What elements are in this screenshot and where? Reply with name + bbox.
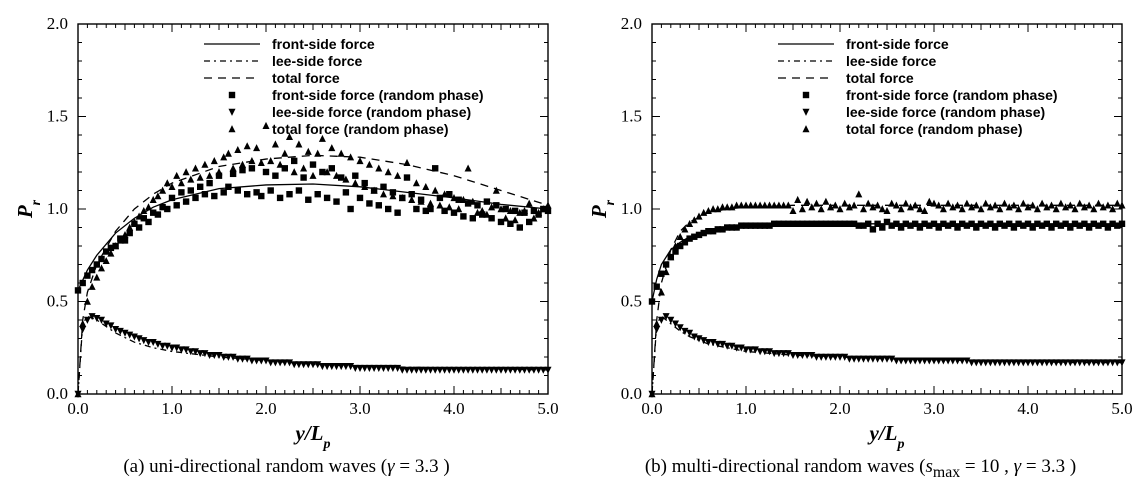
svg-text:5.0: 5.0 [1111, 399, 1132, 418]
svg-text:total force: total force [846, 70, 914, 86]
svg-text:4.0: 4.0 [443, 399, 464, 418]
svg-text:4.0: 4.0 [1017, 399, 1038, 418]
svg-text:1.0: 1.0 [735, 399, 756, 418]
caption-b-prefix: (b) multi-directional random waves ( [645, 456, 926, 477]
svg-text:0.0: 0.0 [67, 399, 88, 418]
svg-text:1.5: 1.5 [620, 107, 641, 126]
svg-text:0.0: 0.0 [46, 384, 67, 403]
svg-text:front-side force (random phase: front-side force (random phase) [846, 87, 1058, 103]
svg-text:lee-side force (random phase): lee-side force (random phase) [272, 104, 471, 120]
svg-text:Pr: Pr [13, 199, 44, 219]
svg-text:2.0: 2.0 [829, 399, 850, 418]
panel-b: 0.0 1.0 2.0 3.0 4.0 5.0 0.0 0.5 1.0 1.5 2.0 y/Lp Pr f… [586, 12, 1136, 482]
svg-text:lee-side force: lee-side force [272, 53, 362, 69]
svg-text:1.0: 1.0 [161, 399, 182, 418]
svg-text:2.0: 2.0 [46, 14, 67, 33]
caption-a-gamma: γ [387, 456, 395, 477]
caption-b-mid: = 10 , [960, 456, 1013, 477]
svg-text:Pr: Pr [587, 199, 618, 219]
svg-text:front-side force: front-side force [272, 36, 375, 52]
caption-b: (b) multi-directional random waves (smax… [645, 456, 1076, 482]
svg-text:1.0: 1.0 [46, 199, 67, 218]
svg-text:total force (random phase): total force (random phase) [272, 121, 449, 137]
svg-text:2.0: 2.0 [255, 399, 276, 418]
figure-row: 0.0 1.0 2.0 3.0 4.0 5.0 0.0 0.5 1.0 1.5 2.0 y/Lp Pr f… [0, 0, 1147, 494]
svg-text:front-side force (random phase: front-side force (random phase) [272, 87, 484, 103]
svg-text:1.5: 1.5 [46, 107, 67, 126]
svg-text:2.0: 2.0 [620, 14, 641, 33]
svg-text:0.5: 0.5 [46, 292, 67, 311]
chart-a: 0.0 1.0 2.0 3.0 4.0 5.0 0.0 0.5 1.0 1.5 2.0 y/Lp Pr f… [12, 12, 562, 452]
chart-b: 0.0 1.0 2.0 3.0 4.0 5.0 0.0 0.5 1.0 1.5 2.0 y/Lp Pr f… [586, 12, 1136, 452]
svg-text:0.0: 0.0 [641, 399, 662, 418]
caption-b-smax-sub: max [933, 464, 960, 481]
svg-text:total force (random phase): total force (random phase) [846, 121, 1023, 137]
svg-text:lee-side force (random phase): lee-side force (random phase) [846, 104, 1045, 120]
svg-text:3.0: 3.0 [349, 399, 370, 418]
caption-a-prefix: (a) uni-directional random waves ( [123, 456, 387, 477]
svg-text:1.0: 1.0 [620, 199, 641, 218]
svg-text:3.0: 3.0 [923, 399, 944, 418]
caption-a: (a) uni-directional random waves (γ = 3.… [123, 456, 449, 478]
caption-b-smax: s [926, 456, 933, 477]
svg-text:y/Lp: y/Lp [292, 421, 330, 452]
svg-text:total force: total force [272, 70, 340, 86]
svg-text:y/Lp: y/Lp [866, 421, 904, 452]
caption-a-suffix: = 3.3 ) [395, 456, 450, 477]
panel-a: 0.0 1.0 2.0 3.0 4.0 5.0 0.0 0.5 1.0 1.5 2.0 y/Lp Pr f… [12, 12, 562, 482]
svg-text:0.5: 0.5 [620, 292, 641, 311]
caption-b-suffix: = 3.3 ) [1021, 456, 1076, 477]
svg-text:5.0: 5.0 [537, 399, 558, 418]
svg-text:0.0: 0.0 [620, 384, 641, 403]
svg-text:front-side force: front-side force [846, 36, 949, 52]
svg-text:lee-side force: lee-side force [846, 53, 936, 69]
